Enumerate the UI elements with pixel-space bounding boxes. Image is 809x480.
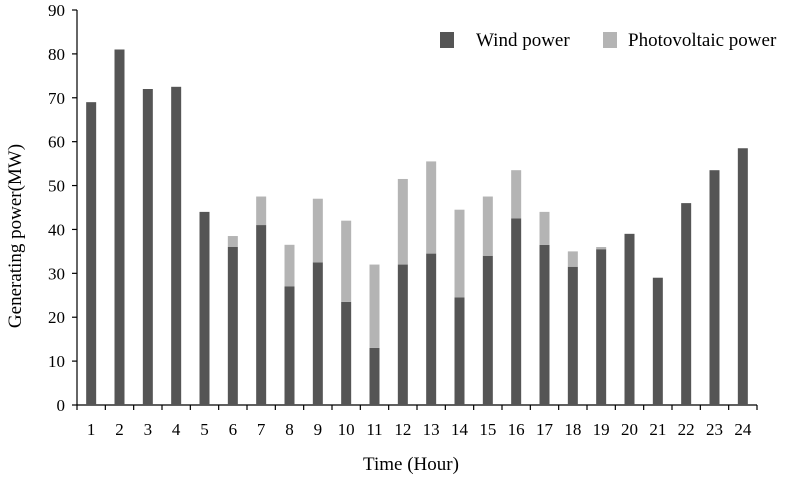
x-tick-label: 18: [564, 420, 581, 439]
x-tick-label: 15: [479, 420, 496, 439]
bar-photovoltaic-power: [539, 211, 550, 245]
bar-photovoltaic-power: [567, 251, 578, 267]
bar-wind-power: [142, 89, 153, 405]
y-tick-label: 40: [48, 220, 65, 239]
x-tick-label: 22: [678, 420, 695, 439]
legend-label-photovoltaic-power: Photovoltaic power: [628, 30, 777, 51]
bar-photovoltaic-power: [312, 198, 323, 263]
y-axis-title: Generating power(MW): [5, 144, 26, 328]
bar-wind-power: [397, 264, 408, 405]
bar-wind-power: [426, 253, 437, 405]
bar-wind-power: [171, 86, 182, 406]
legend-swatch-photovoltaic-power: [603, 32, 617, 48]
bar-photovoltaic-power: [482, 196, 493, 256]
x-tick-label: 24: [734, 420, 752, 439]
bar-wind-power: [369, 347, 380, 405]
bar-wind-power: [312, 262, 323, 405]
bar-photovoltaic-power: [227, 236, 238, 247]
x-tick-label: 12: [394, 420, 411, 439]
y-tick-label: 60: [48, 133, 65, 152]
bar-wind-power: [227, 247, 238, 405]
bar-photovoltaic-power: [454, 209, 465, 298]
bar-wind-power: [596, 249, 607, 405]
x-tick-label: 23: [706, 420, 723, 439]
x-tick-label: 1: [87, 420, 96, 439]
bar-photovoltaic-power: [341, 220, 352, 302]
bar-wind-power: [341, 301, 352, 405]
x-tick-label: 21: [649, 420, 666, 439]
bar-wind-power: [511, 218, 522, 405]
bar-wind-power: [737, 148, 748, 405]
y-tick-label: 10: [48, 352, 65, 371]
x-tick-label: 10: [338, 420, 355, 439]
x-tick-label: 9: [314, 420, 323, 439]
bar-wind-power: [114, 49, 125, 405]
x-tick-label: 4: [172, 420, 181, 439]
x-tick-label: 19: [593, 420, 610, 439]
x-ticks: 1 2 3 4 5 6 7 8 9 10 11 12 13 14 15 16 17 18 19 20 21 22 23 24: [76, 405, 758, 439]
x-tick-label: 5: [200, 420, 209, 439]
bar-photovoltaic-power: [511, 170, 522, 219]
x-tick-label: 16: [508, 420, 525, 439]
x-tick-label: 13: [423, 420, 440, 439]
bar-wind-power: [454, 297, 465, 405]
x-tick-label: 8: [285, 420, 294, 439]
bar-photovoltaic-power: [596, 247, 607, 250]
bars: [86, 49, 748, 406]
x-tick-label: 20: [621, 420, 638, 439]
y-tick-label: 0: [57, 396, 66, 415]
legend: Wind power Photovoltaic power: [440, 30, 777, 51]
bar-wind-power: [284, 286, 295, 405]
x-tick-label: 3: [144, 420, 153, 439]
bar-wind-power: [256, 225, 267, 405]
y-tick-label: 50: [48, 177, 65, 196]
bar-photovoltaic-power: [397, 178, 408, 265]
y-ticks: 0 10 20 30 40 50 60 70 80 90: [48, 1, 77, 415]
legend-label-wind-power: Wind power: [476, 30, 570, 51]
bar-photovoltaic-power: [256, 196, 267, 226]
y-tick-label: 20: [48, 308, 65, 327]
y-tick-label: 90: [48, 1, 65, 20]
bar-wind-power: [86, 102, 97, 406]
bar-photovoltaic-power: [284, 244, 295, 287]
y-tick-label: 30: [48, 264, 65, 283]
y-tick-label: 70: [48, 89, 65, 108]
x-tick-label: 14: [451, 420, 469, 439]
bar-wind-power: [482, 255, 493, 405]
y-tick-label: 80: [48, 45, 65, 64]
x-tick-label: 11: [366, 420, 382, 439]
legend-swatch-wind-power: [440, 32, 454, 48]
x-axis-title: Time (Hour): [363, 454, 459, 475]
x-tick-label: 2: [115, 420, 124, 439]
bar-wind-power: [681, 203, 692, 405]
x-tick-label: 6: [229, 420, 238, 439]
bar-wind-power: [709, 170, 720, 405]
bar-wind-power: [624, 233, 635, 405]
bar-wind-power: [567, 266, 578, 405]
bar-photovoltaic-power: [369, 264, 380, 348]
bar-wind-power: [199, 211, 210, 405]
x-tick-label: 7: [257, 420, 266, 439]
x-tick-label: 17: [536, 420, 554, 439]
bar-wind-power: [539, 244, 550, 405]
bar-wind-power: [652, 277, 663, 405]
bar-photovoltaic-power: [426, 161, 437, 254]
